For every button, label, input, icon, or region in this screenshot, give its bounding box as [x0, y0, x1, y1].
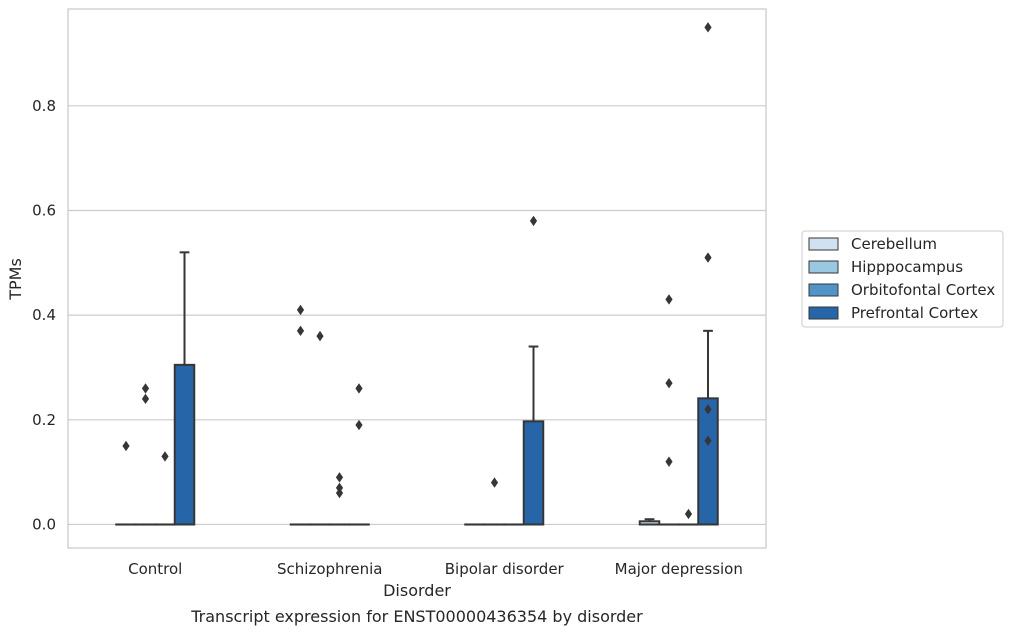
outlier-point	[335, 487, 344, 499]
legend-swatch	[808, 306, 839, 320]
outlier-point	[665, 377, 673, 389]
outlier-point	[335, 472, 344, 483]
legend-label: Orbitofontal Cortex	[851, 281, 995, 299]
legend-label: Prefrontal Cortex	[851, 304, 978, 322]
outlier-point	[122, 440, 130, 452]
legend-label: Cerebellum	[851, 235, 937, 253]
x-axis-title: Disorder	[383, 581, 451, 600]
outlier-point	[684, 508, 693, 520]
legend-frame	[801, 230, 1004, 328]
legend-label: Hipppocampus	[851, 258, 963, 276]
outlier-point	[529, 215, 538, 227]
outlier-point	[141, 393, 150, 405]
x-tick-label: Schizophrenia	[277, 560, 382, 578]
outlier-point	[141, 383, 150, 394]
outlier-point	[704, 252, 712, 263]
outlier-point	[296, 325, 305, 337]
legend-swatch	[808, 237, 839, 251]
outlier-point	[355, 383, 363, 394]
outlier-point	[704, 22, 712, 33]
outlier-point	[316, 330, 324, 342]
outlier-point	[704, 404, 712, 415]
x-tick-label: Major depression	[615, 560, 743, 578]
y-axis-title: TPMs	[6, 258, 25, 301]
outlier-point	[161, 451, 169, 462]
box	[697, 397, 719, 526]
outlier-point	[704, 435, 712, 446]
outlier-point	[490, 477, 499, 488]
outlier-point	[665, 456, 673, 467]
plot-frame	[67, 8, 767, 549]
y-axis-ticks: 0.0 0.2 0.4 0.6 0.8	[32, 97, 56, 534]
outlier-point	[355, 419, 363, 431]
legend-swatch	[808, 260, 839, 274]
plot-marks	[115, 22, 719, 526]
box	[522, 420, 545, 526]
y-tick-label: 0.4	[32, 306, 56, 324]
chart-caption: Transcript expression for ENST0000043635…	[190, 607, 643, 626]
x-tick-label: Control	[128, 560, 182, 578]
outlier-point	[665, 294, 673, 305]
y-tick-label: 0.6	[32, 201, 56, 219]
x-tick-label: Bipolar disorder	[445, 560, 565, 578]
outlier-point	[335, 482, 344, 494]
y-tick-label: 0.2	[32, 411, 56, 429]
outlier-point	[296, 304, 305, 316]
legend-swatch	[808, 283, 839, 297]
x-axis-ticks: Control Schizophrenia Bipolar disorder Majo…	[128, 560, 743, 578]
y-tick-label: 0.8	[32, 97, 56, 115]
box	[173, 363, 196, 526]
y-tick-label: 0.0	[32, 515, 56, 533]
legend: Cerebellum Hipppocampus Orbitofontal Corte…	[801, 230, 1004, 328]
